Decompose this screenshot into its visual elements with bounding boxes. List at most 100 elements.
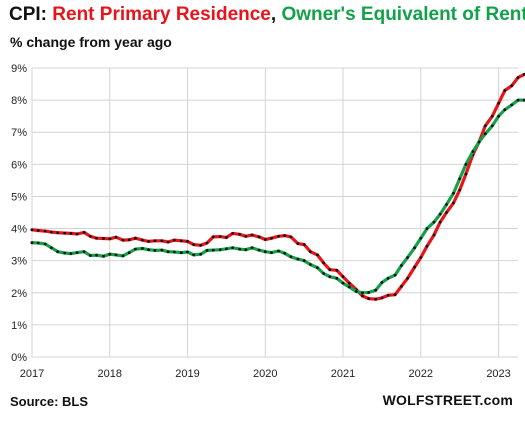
data-point-rent [322,261,325,265]
data-point-rent [141,238,144,242]
data-point-oer [510,103,514,107]
data-point-oer [88,254,92,257]
series-layer [30,72,525,301]
data-point-rent [114,235,118,239]
data-point-rent [445,211,448,214]
data-point-oer [147,248,151,252]
data-point-rent [309,250,312,254]
data-point-rent [432,233,436,237]
data-point-rent [302,243,306,247]
data-point-rent [218,235,222,239]
y-tick-label: 8% [11,95,27,107]
data-point-rent [179,239,183,243]
data-point-oer [522,98,525,102]
data-point-oer [263,250,267,254]
data-point-oer [257,248,261,252]
data-point-oer [419,236,423,240]
data-point-oer [192,253,196,257]
data-point-oer [335,276,339,280]
source-note: Source: BLS [10,394,89,409]
data-point-rent [250,233,254,237]
grid-lines [31,67,518,358]
data-point-rent [231,232,235,235]
data-point-rent [289,235,293,239]
data-point-oer [186,250,189,254]
data-point-rent [63,231,67,235]
y-tick-label: 2% [11,288,27,300]
data-point-rent [108,237,112,241]
x-tick-label: 2018 [98,368,122,380]
data-point-oer [406,256,409,259]
data-point-rent [522,73,525,76]
data-point-oer [205,249,209,252]
data-point-oer [75,251,79,255]
data-point-rent [263,238,267,241]
data-point-oer [231,246,235,250]
data-point-rent [88,234,92,238]
data-point-rent [316,253,319,257]
data-point-oer [43,242,47,246]
data-point-oer [238,247,242,251]
data-point-rent [425,244,429,248]
data-point-rent [211,235,215,239]
data-point-rent [347,281,351,285]
data-point-oer [354,290,358,293]
data-point-rent [82,231,86,234]
data-point-rent [205,241,209,245]
data-point-oer [121,254,125,258]
data-point-rent [483,124,487,128]
data-point-rent [438,220,442,224]
x-axis-ticks: 2017 2018 2019 2020 2021 2022 2023 [20,368,511,380]
data-point-oer [225,247,228,251]
title-series-rent: Rent Primary Residence [52,4,271,25]
x-tick-label: 2020 [253,368,277,380]
x-tick-label: 2017 [20,368,44,380]
data-point-rent [380,296,384,300]
data-point-oer [50,246,53,250]
data-point-rent [121,238,125,242]
data-point-oer [361,291,364,295]
data-point-rent [277,234,280,238]
data-point-rent [367,297,371,300]
data-point-oer [172,250,176,254]
data-point-oer [108,252,112,256]
data-point-oer [458,177,462,181]
data-point-rent [341,275,345,279]
data-point-oer [445,203,448,206]
data-point-rent [166,240,170,244]
data-point-rent [160,239,164,243]
data-point-oer [386,276,390,280]
data-point-oer [452,191,455,195]
data-point-oer [347,285,351,289]
data-point-oer [341,281,345,285]
data-point-rent [30,228,34,232]
data-point-oer [166,250,170,254]
data-point-oer [367,291,371,294]
data-point-oer [490,124,494,128]
data-point-oer [322,272,325,275]
data-point-oer [30,241,34,245]
data-point-rent [464,172,468,176]
data-point-oer [179,251,183,255]
data-point-oer [316,266,319,270]
x-tick-label: 2021 [331,368,355,380]
data-point-oer [309,263,312,266]
data-point-rent [270,236,273,240]
title-separator: , [270,4,282,25]
data-point-rent [490,114,494,118]
title-series-oer: Owner's Equivalent of Rent [281,4,525,25]
data-point-oer [160,248,164,252]
data-point-rent [361,294,364,298]
data-point-oer [102,254,105,258]
data-point-rent [296,242,300,246]
data-point-oer [95,253,98,257]
data-point-oer [296,257,300,261]
data-point-oer [374,288,378,292]
data-point-oer [153,249,157,252]
y-tick-label: 0% [11,352,27,364]
data-point-rent [497,101,500,105]
data-point-oer [302,259,306,263]
data-point-oer [393,273,397,277]
data-point-rent [36,229,40,232]
